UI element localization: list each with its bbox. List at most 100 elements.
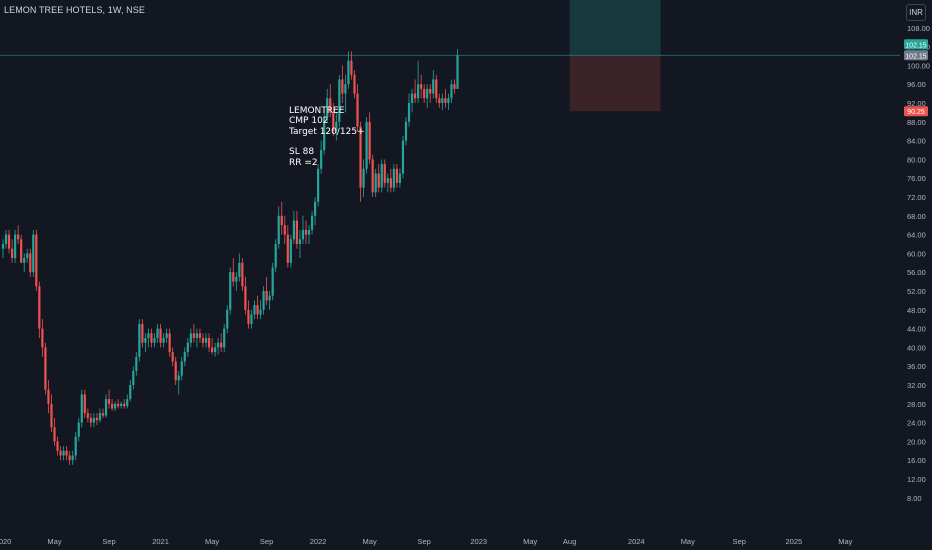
candle [204, 333, 208, 348]
x-tick-label: Sep [102, 537, 115, 546]
candle [380, 159, 383, 193]
candle [201, 333, 205, 348]
candle [392, 164, 395, 193]
y-tick-label: 32.00 [907, 381, 926, 390]
candle [65, 446, 68, 461]
candle [144, 333, 147, 353]
candle-body [114, 403, 117, 409]
candle-body [353, 74, 356, 94]
candle-body [92, 417, 95, 423]
candle [186, 338, 189, 357]
symbol-title[interactable]: LEMON TREE HOTELS, 1W, NSE [4, 5, 145, 15]
candle [338, 74, 341, 127]
candle-body [10, 248, 14, 259]
y-tick-label: 8.00 [907, 494, 922, 503]
entry-price-tag-text: 102.15 [905, 53, 927, 60]
candle-body [38, 286, 41, 329]
stop-price-tag-bg [904, 106, 928, 117]
candle [220, 333, 223, 353]
entry-price-tag-bg [904, 50, 928, 61]
candle [295, 211, 299, 249]
candle-body [174, 361, 177, 381]
candle-body [147, 333, 150, 338]
candle-series [1, 48, 459, 465]
candle-body [323, 117, 326, 150]
target-zone[interactable] [569, 0, 661, 56]
trade-note[interactable]: LEMONTREE CMP 102 Target 120/125+ SL 88 … [289, 106, 365, 168]
candle-body [441, 98, 444, 103]
candle-body [110, 403, 114, 409]
candle [386, 173, 389, 193]
candle [429, 84, 432, 103]
candle-body [71, 455, 74, 461]
candle [298, 229, 302, 259]
candle-body [413, 93, 417, 99]
candle [50, 394, 53, 432]
candle [438, 93, 441, 108]
candle [323, 107, 326, 155]
y-tick-label: 72.00 [907, 193, 926, 202]
candle-body [201, 338, 205, 343]
candle-body [410, 93, 414, 103]
candle-body [359, 126, 362, 188]
candle [259, 300, 262, 320]
candle [101, 408, 105, 418]
x-tick-label: Sep [733, 537, 746, 546]
candle [107, 389, 111, 409]
candle [62, 446, 65, 461]
candle-body [74, 436, 77, 456]
candle [292, 211, 295, 244]
candle [335, 112, 338, 141]
candle-body [104, 399, 108, 416]
candle [83, 389, 86, 418]
candle-body [198, 333, 202, 338]
candle [410, 88, 414, 113]
candle-body [141, 323, 144, 343]
candle [95, 413, 99, 425]
candle-body [404, 121, 408, 141]
candle-body [292, 220, 295, 240]
candle-body [350, 60, 353, 75]
candle-body [95, 417, 99, 421]
candle-body [244, 286, 247, 310]
candle [283, 215, 286, 244]
candle [38, 281, 41, 338]
candle [426, 84, 429, 108]
candle-body [250, 314, 253, 324]
candle-body [65, 450, 68, 456]
y-tick-label: 108.00 [907, 24, 930, 33]
candle-body [204, 338, 208, 343]
candle [47, 380, 50, 414]
candle-body [401, 140, 405, 174]
note-line: LEMONTREE [289, 106, 345, 116]
x-tick-label: May [681, 537, 695, 546]
candle [289, 234, 292, 268]
stop-zone[interactable] [569, 55, 661, 112]
candle [320, 140, 323, 174]
candle [198, 328, 202, 343]
candle [117, 399, 120, 409]
candle-body [217, 342, 220, 348]
last-price-tag-text: 102.15 [905, 42, 927, 49]
candle-body [395, 168, 398, 183]
candle [280, 201, 283, 235]
candle [159, 323, 162, 348]
currency-button[interactable]: INR [906, 4, 926, 21]
candle-body [183, 352, 186, 362]
candle [435, 74, 438, 103]
candle-body [20, 239, 23, 263]
candle [350, 51, 353, 80]
candle-body [383, 164, 386, 183]
candle [417, 60, 420, 103]
candle-body [68, 455, 71, 461]
candle-body [259, 309, 262, 315]
candle [10, 239, 14, 263]
candle [189, 328, 192, 348]
candle [301, 215, 305, 244]
candle [453, 79, 456, 94]
x-tick-label: Aug [563, 537, 576, 546]
candle [256, 295, 259, 320]
candle-body [301, 229, 305, 240]
